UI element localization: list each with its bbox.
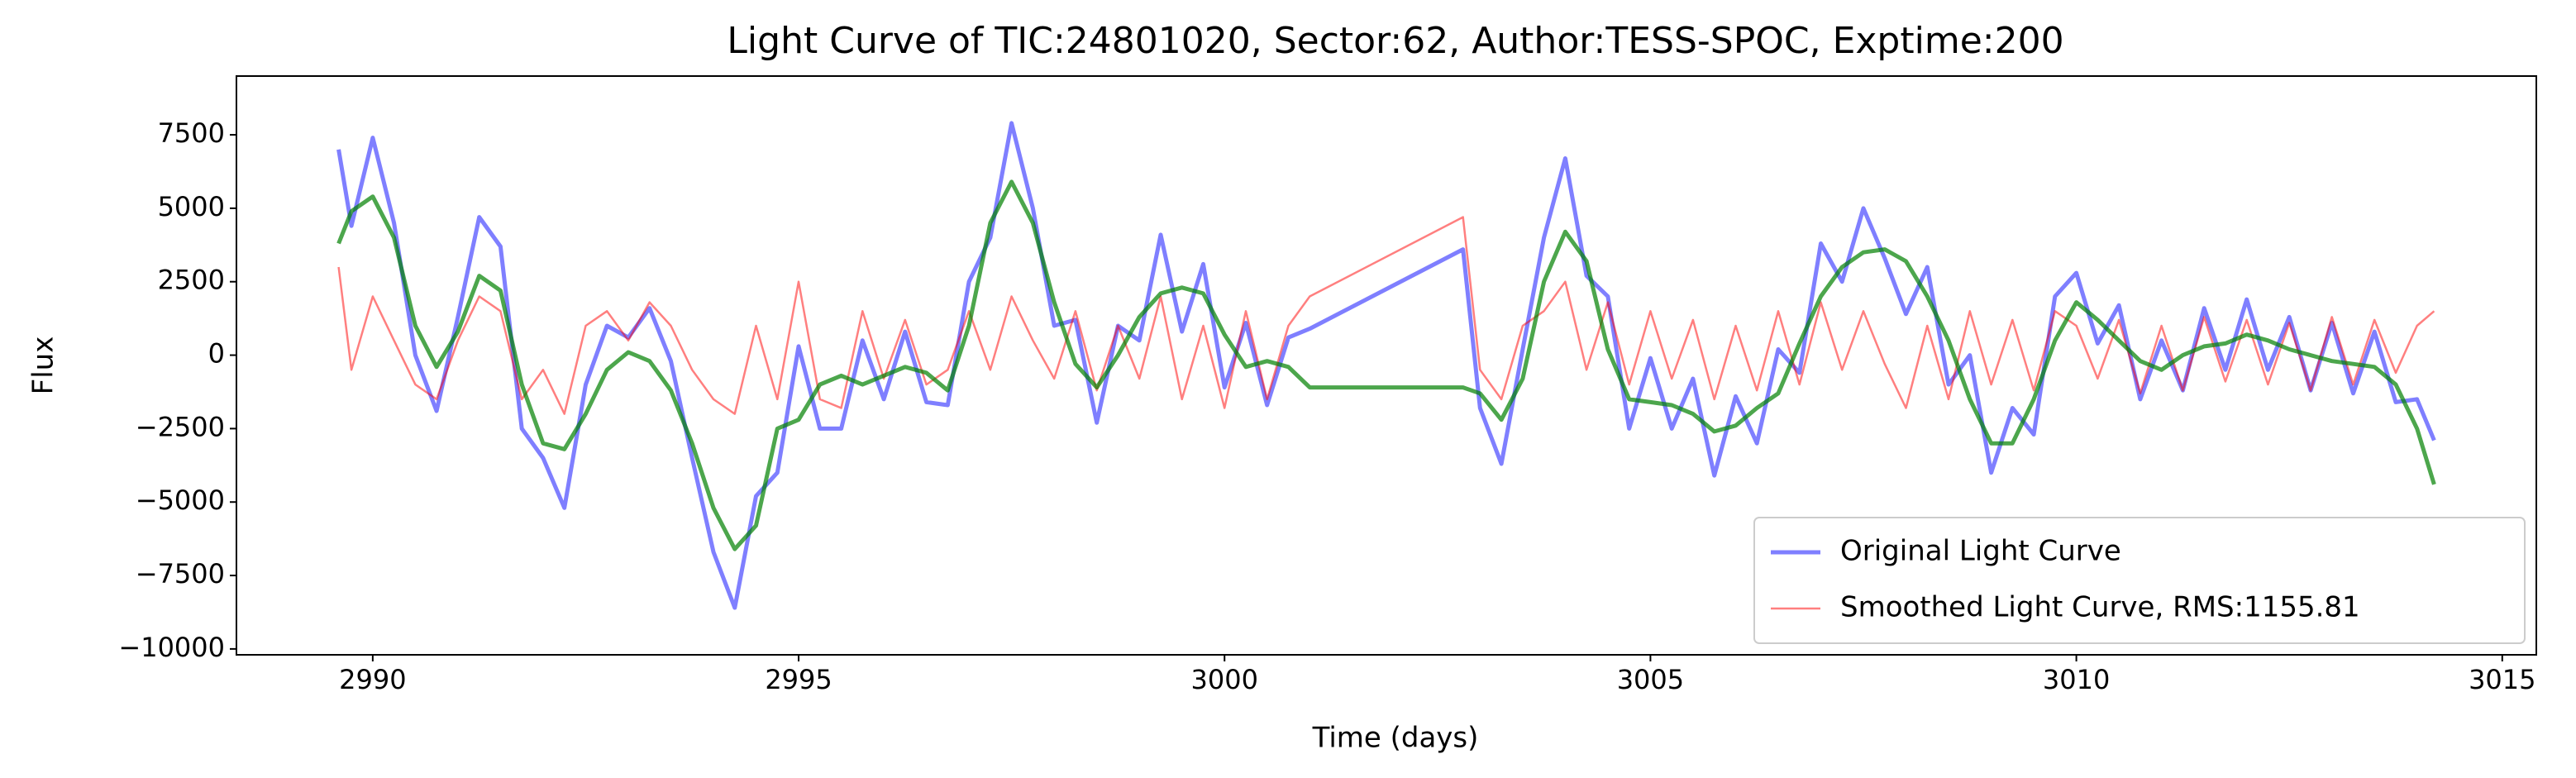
x-axis-label: Time (days) [1312,722,1479,755]
x-tick-label: 3015 [2469,664,2535,695]
x-tick-label: 3010 [2043,664,2110,695]
y-tick-label: −7500 [136,558,225,589]
y-tick-label: −2500 [136,411,225,442]
series-line [337,216,2435,415]
legend-label: Original Light Curve [1840,535,2121,568]
plot-frame [236,75,2537,656]
y-tick-label: −10000 [118,632,225,663]
series-line [336,121,2436,610]
x-tick-label: 3000 [1191,664,1258,695]
x-tick-label: 2995 [765,664,832,695]
y-tick-label: 2500 [158,265,225,296]
y-tick-label: 0 [208,338,225,370]
legend-label: Smoothed Light Curve, RMS:1155.81 [1840,591,2360,624]
y-tick-label: 5000 [158,191,225,222]
chart-title: Light Curve of TIC:24801020, Sector:62, … [727,20,2063,62]
y-tick-label: 7500 [158,117,225,149]
y-tick-label: −5000 [136,484,225,516]
x-tick-label: 3005 [1617,664,1684,695]
x-tick-label: 2990 [339,664,406,695]
y-axis-label: Flux [27,336,60,395]
legend-box [1753,517,2526,644]
series-line [336,179,2436,551]
